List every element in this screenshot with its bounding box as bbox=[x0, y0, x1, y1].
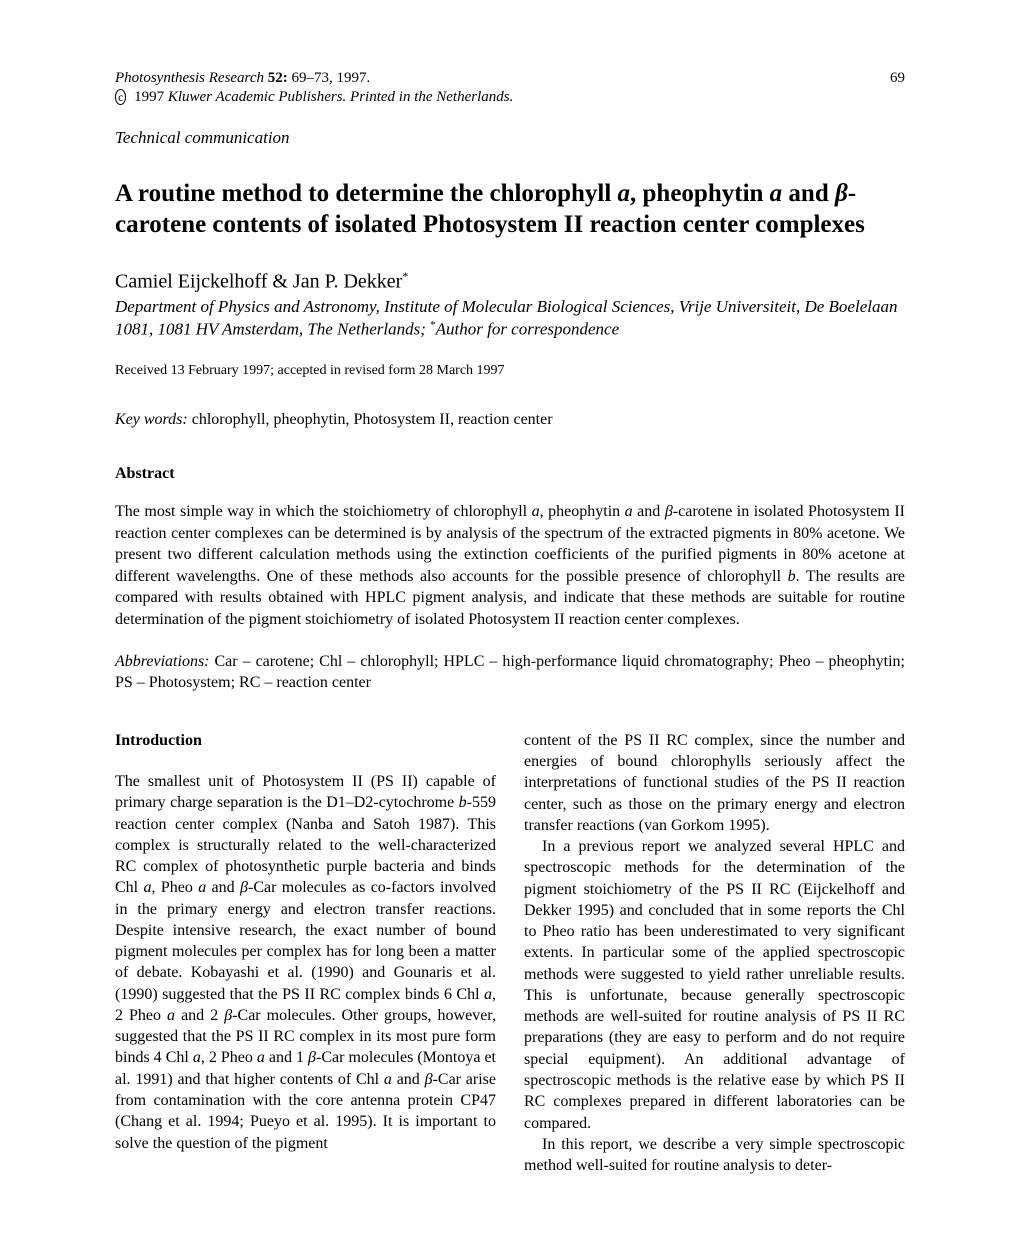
introduction-heading: Introduction bbox=[115, 730, 496, 751]
left-column: Introduction The smallest unit of Photos… bbox=[115, 730, 496, 1177]
intro-paragraph-1-cont: content of the PS II RC complex, since t… bbox=[524, 730, 905, 836]
intro-paragraph-2: In a previous report we analyzed several… bbox=[524, 836, 905, 1134]
journal-header: Photosynthesis Research 52: 69–73, 1997.… bbox=[115, 70, 905, 87]
abstract-text: The most simple way in which the stoichi… bbox=[115, 501, 905, 631]
journal-pages: 69–73, 1997. bbox=[292, 70, 371, 86]
article-dates: Received 13 February 1997; accepted in r… bbox=[115, 363, 905, 379]
copyright-symbol: c bbox=[115, 89, 126, 105]
right-column: content of the PS II RC complex, since t… bbox=[524, 730, 905, 1177]
keywords-label: Key words: bbox=[115, 411, 188, 428]
journal-volume: 52: bbox=[268, 70, 288, 86]
keywords: Key words: chlorophyll, pheophytin, Phot… bbox=[115, 411, 905, 429]
publisher: Kluwer Academic Publishers. Printed in t… bbox=[168, 89, 514, 105]
abbreviations-text: Car – carotene; Chl – chlorophyll; HPLC … bbox=[115, 653, 905, 692]
keywords-text: chlorophyll, pheophytin, Photosystem II,… bbox=[188, 411, 553, 428]
copyright-line: c 1997 Kluwer Academic Publishers. Print… bbox=[115, 89, 905, 106]
affiliation: Department of Physics and Astronomy, Ins… bbox=[115, 296, 905, 341]
authors: Camiel Eijckelhoff & Jan P. Dekker* bbox=[115, 269, 905, 294]
intro-paragraph-3: In this report, we describe a very simpl… bbox=[524, 1134, 905, 1177]
journal-citation: Photosynthesis Research 52: 69–73, 1997. bbox=[115, 70, 370, 87]
page-number: 69 bbox=[890, 70, 905, 87]
journal-name: Photosynthesis Research bbox=[115, 70, 264, 86]
article-type: Technical communication bbox=[115, 128, 905, 148]
body-columns: Introduction The smallest unit of Photos… bbox=[115, 730, 905, 1177]
intro-paragraph-1: The smallest unit of Photosystem II (PS … bbox=[115, 771, 496, 1154]
article-title: A routine method to determine the chloro… bbox=[115, 178, 905, 241]
abbreviations: Abbreviations: Car – carotene; Chl – chl… bbox=[115, 651, 905, 694]
author-note-marker: * bbox=[402, 269, 408, 283]
abstract-heading: Abstract bbox=[115, 465, 905, 483]
abbreviations-label: Abbreviations: bbox=[115, 653, 210, 670]
copyright-year: 1997 bbox=[134, 89, 164, 105]
